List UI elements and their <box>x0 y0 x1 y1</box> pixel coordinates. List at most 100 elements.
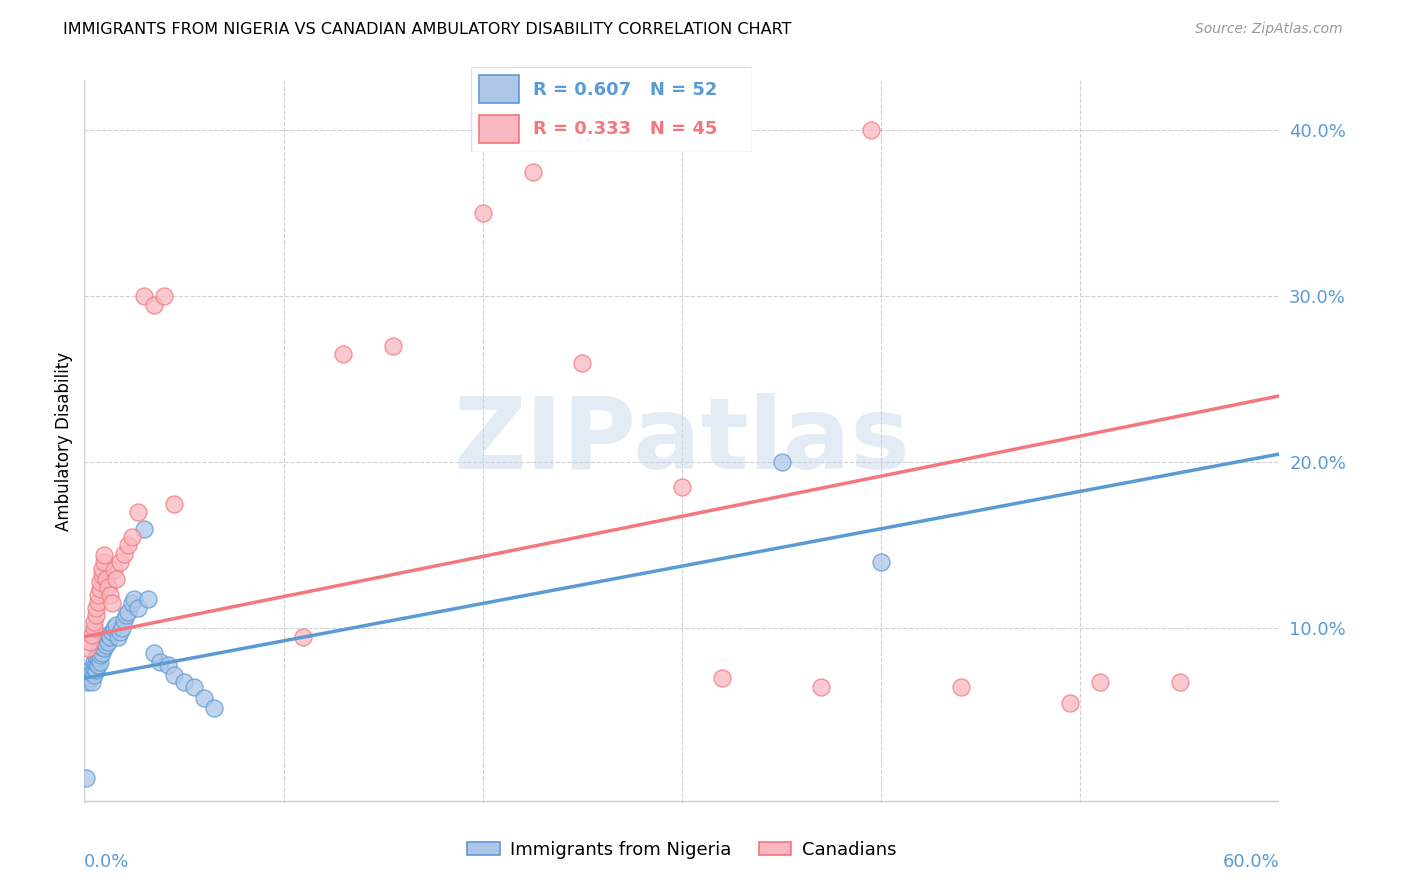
Point <box>98 588 121 602</box>
Point <box>202 701 225 715</box>
Point <box>83 661 105 675</box>
Point <box>93 634 115 648</box>
Point <box>117 538 139 552</box>
Point <box>949 680 972 694</box>
Point <box>117 605 139 619</box>
Point <box>810 680 832 694</box>
Point <box>710 671 733 685</box>
Text: 0.0%: 0.0% <box>84 854 129 871</box>
Point <box>112 613 135 627</box>
Point <box>79 671 101 685</box>
Point <box>157 657 180 672</box>
Point <box>571 356 593 370</box>
Point <box>103 563 125 577</box>
Point <box>522 164 544 178</box>
Point <box>671 480 693 494</box>
Text: 60.0%: 60.0% <box>1223 854 1279 871</box>
Point <box>551 131 574 145</box>
Point <box>91 646 114 660</box>
Point <box>89 574 111 589</box>
Point <box>83 615 105 629</box>
Point <box>89 648 111 662</box>
Point <box>97 634 120 648</box>
Point <box>89 655 111 669</box>
Point <box>111 621 134 635</box>
Point <box>96 632 118 646</box>
Point <box>87 645 110 659</box>
Point <box>107 630 129 644</box>
Point <box>82 665 104 679</box>
Point <box>87 588 110 602</box>
Text: IMMIGRANTS FROM NIGERIA VS CANADIAN AMBULATORY DISABILITY CORRELATION CHART: IMMIGRANTS FROM NIGERIA VS CANADIAN AMBU… <box>63 22 792 37</box>
Point <box>292 630 315 644</box>
Point <box>860 123 883 137</box>
Point <box>93 641 115 656</box>
Point <box>79 634 101 648</box>
Point <box>105 618 128 632</box>
Point <box>115 608 138 623</box>
Point <box>82 628 104 642</box>
Point <box>471 206 494 220</box>
Y-axis label: Ambulatory Disability: Ambulatory Disability <box>55 352 73 531</box>
Point <box>82 674 104 689</box>
Point <box>86 663 108 677</box>
Point <box>93 555 115 569</box>
Point <box>86 657 108 671</box>
Point <box>112 547 135 561</box>
Point <box>1090 674 1112 689</box>
Point <box>77 641 100 656</box>
FancyBboxPatch shape <box>471 67 752 152</box>
Point <box>101 597 124 611</box>
Point <box>77 668 100 682</box>
Text: R = 0.333   N = 45: R = 0.333 N = 45 <box>533 120 717 138</box>
Point <box>83 655 105 669</box>
Point <box>143 297 166 311</box>
Point <box>132 289 156 303</box>
Point <box>91 640 114 654</box>
Point <box>77 674 100 689</box>
Point <box>96 638 118 652</box>
Point <box>91 568 114 582</box>
Legend: Immigrants from Nigeria, Canadians: Immigrants from Nigeria, Canadians <box>460 834 904 866</box>
Point <box>149 655 172 669</box>
Point <box>127 601 149 615</box>
Point <box>153 289 176 303</box>
Point <box>97 628 120 642</box>
Point <box>770 455 793 469</box>
Text: R = 0.607   N = 52: R = 0.607 N = 52 <box>533 81 717 99</box>
Point <box>83 668 105 682</box>
Point <box>87 595 110 609</box>
Point <box>105 572 128 586</box>
Point <box>1059 696 1081 710</box>
Point <box>87 651 110 665</box>
Point <box>86 649 108 664</box>
Point <box>98 630 121 644</box>
Point <box>96 572 118 586</box>
Point <box>136 591 159 606</box>
Point <box>79 663 101 677</box>
Point <box>101 624 124 639</box>
Point <box>87 657 110 672</box>
Point <box>382 339 405 353</box>
Point <box>163 668 186 682</box>
Point <box>93 549 115 563</box>
Point <box>332 347 354 361</box>
Point <box>75 771 97 785</box>
Point <box>127 505 149 519</box>
Point <box>173 674 195 689</box>
Point <box>121 597 143 611</box>
Point <box>110 624 132 639</box>
Point <box>143 646 166 660</box>
FancyBboxPatch shape <box>479 76 519 103</box>
Point <box>83 621 105 635</box>
Point <box>870 555 893 569</box>
Point <box>86 608 108 623</box>
Point <box>89 582 111 596</box>
Point <box>110 555 132 569</box>
Point <box>91 561 114 575</box>
Text: ZIPatlas: ZIPatlas <box>454 393 910 490</box>
Text: Source: ZipAtlas.com: Source: ZipAtlas.com <box>1195 22 1343 37</box>
Point <box>183 680 205 694</box>
Point <box>103 621 125 635</box>
Point <box>193 691 215 706</box>
